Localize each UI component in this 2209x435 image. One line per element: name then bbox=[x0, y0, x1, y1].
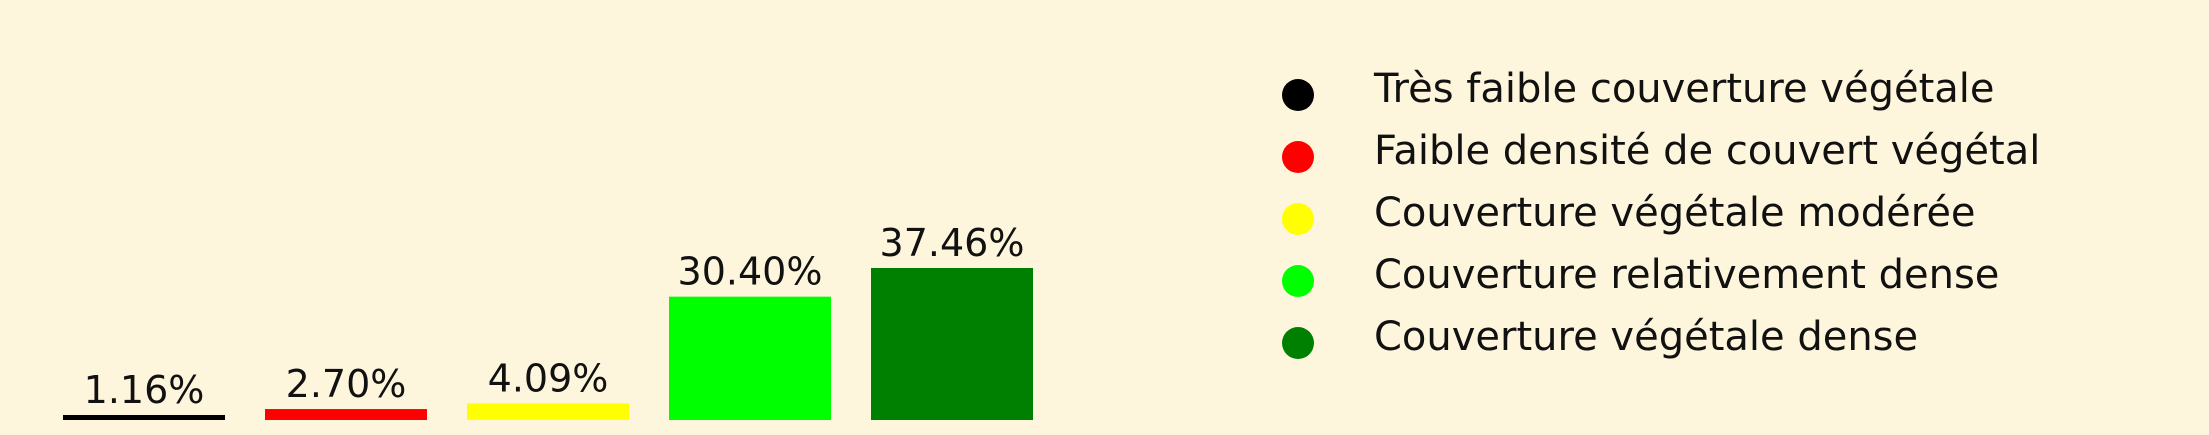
bar-value-label: 4.09% bbox=[488, 356, 609, 400]
bar bbox=[669, 296, 831, 420]
bar bbox=[265, 409, 427, 420]
bar bbox=[467, 403, 629, 420]
bar-value-label: 37.46% bbox=[880, 221, 1025, 265]
legend-swatch bbox=[1282, 265, 1314, 297]
legend-label: Très faible couverture végétale bbox=[1374, 66, 1995, 112]
legend-label: Couverture végétale modérée bbox=[1374, 190, 1976, 236]
legend-swatch bbox=[1282, 203, 1314, 235]
legend-swatch bbox=[1282, 79, 1314, 111]
legend-label: Couverture végétale dense bbox=[1374, 314, 1919, 360]
legend-label: Couverture relativement dense bbox=[1374, 252, 2000, 298]
bar bbox=[871, 268, 1033, 420]
legend-swatch bbox=[1282, 327, 1314, 359]
bar-value-label: 30.40% bbox=[678, 250, 823, 294]
bar-value-label: 2.70% bbox=[286, 362, 407, 406]
legend-label: Faible densité de couvert végétal bbox=[1374, 128, 2041, 174]
bar bbox=[63, 415, 225, 420]
legend-swatch bbox=[1282, 141, 1314, 173]
bar-value-label: 1.16% bbox=[84, 368, 205, 412]
